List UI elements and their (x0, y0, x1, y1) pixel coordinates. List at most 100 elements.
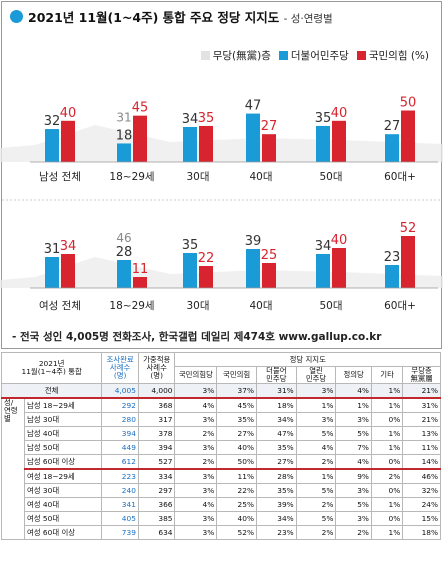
table-cell-value: 18% (402, 525, 441, 540)
category-label: 40대 (249, 300, 272, 312)
data-label-democratic: 35 (315, 111, 332, 126)
table-header-period: 2021년 11월(1~4주) 통합 (0, 352, 103, 384)
data-label-democratic: 34 (315, 239, 332, 254)
table-cell-label: 남성 40대 (23, 426, 103, 441)
table-cell-value: 1% (370, 426, 404, 441)
table-cell-completed: 4,005 (101, 383, 139, 399)
table-cell-weighted: 378 (137, 426, 176, 441)
table-cell-value: 3% (174, 468, 218, 484)
table-row: 남성 30대 280 317 3% 35% 34% 3% 3% 0% 21% (2, 412, 441, 427)
bar-ppp (262, 134, 276, 162)
table-cell-weighted: 394 (137, 440, 176, 455)
data-label-democratic: 23 (384, 250, 401, 265)
data-label-democratic: 39 (245, 234, 262, 249)
category-label: 50대 (319, 300, 342, 312)
table-cell-value: 5% (335, 497, 372, 512)
table-cell-completed: 223 (101, 468, 139, 484)
table-cell-value: 4% (335, 383, 372, 399)
table-header-party: 열린 민주당 (295, 366, 337, 384)
bar-democratic (183, 126, 197, 162)
legend-swatch-icon (278, 51, 288, 60)
data-label-ppp: 35 (198, 111, 215, 126)
table-cell-value: 40% (216, 440, 257, 455)
table-row: 여성 30대 240 297 3% 22% 35% 5% 3% 0% 32% (2, 483, 441, 498)
table-cell-value: 5% (295, 483, 337, 498)
table-cell-weighted: 334 (137, 468, 176, 484)
table-cell-value: 1% (370, 497, 404, 512)
category-label: 남성 전체 (39, 171, 81, 183)
bar-democratic (183, 253, 197, 288)
table-cell-value: 1% (370, 383, 404, 399)
table-cell-value: 31% (255, 383, 297, 399)
table-cell-value: 2% (295, 497, 337, 512)
data-label-democratic: 28 (116, 245, 133, 260)
table-cell-value: 39% (255, 497, 297, 512)
table-cell-completed: 739 (101, 525, 139, 540)
table-cell-value: 3% (335, 511, 372, 526)
table-cell-value: 3% (335, 412, 372, 427)
bar-ppp (133, 277, 147, 288)
table-header-party: 정의당 (335, 366, 372, 384)
data-label-ppp: 40 (60, 106, 77, 121)
table-cell-value: 1% (370, 397, 404, 413)
table-cell-completed: 394 (101, 426, 139, 441)
table-row: 여성 60대 이상 739 634 3% 52% 23% 2% 2% 1% 18% (2, 525, 441, 540)
table-cell-label: 여성 30대 (23, 483, 103, 498)
bar-ppp (199, 266, 213, 288)
legend-item-democratic: 더불어민주당 (278, 48, 349, 63)
data-label-ppp: 40 (331, 233, 348, 248)
chart-legend: 무당(無黨)층 더불어민주당 국민의힘 (%) (200, 48, 429, 63)
bar-ppp (199, 125, 213, 162)
table-cell-value: 46% (402, 468, 441, 484)
table-row: 여성 18~29세 223 334 3% 11% 28% 1% 9% 2% 46% (2, 468, 441, 484)
data-label-ppp: 27 (261, 119, 278, 134)
category-label: 18~29세 (109, 300, 154, 312)
data-label-ppp: 34 (60, 239, 77, 254)
table-row: 전체 4,005 4,000 3% 37% 31% 3% 4% 1% 21% (0, 383, 441, 399)
table-cell-value: 21% (402, 412, 441, 427)
table-cell-completed: 292 (101, 397, 139, 413)
table-cell-value: 1% (295, 468, 337, 484)
table-header-party: 더불어 민주당 (255, 366, 297, 384)
table-cell-value: 22% (216, 483, 257, 498)
table-cell-value: 24% (402, 497, 441, 512)
data-label-ppp: 40 (331, 106, 348, 121)
table-cell-label: 여성 60대 이상 (23, 525, 103, 540)
data-label-democratic: 27 (384, 119, 401, 134)
table-header-party: 무당층 無黨層 (402, 366, 441, 384)
table-row: 여성 40대 341 366 4% 25% 39% 2% 5% 1% 24% (2, 497, 441, 512)
table-cell-value: 25% (216, 497, 257, 512)
bar-democratic (385, 134, 399, 162)
data-label-ppp: 25 (261, 248, 278, 263)
bar-democratic (385, 265, 399, 288)
table-cell-value: 2% (335, 525, 372, 540)
table-cell-value: 0% (370, 454, 404, 470)
table-cell-value: 7% (335, 440, 372, 455)
table-cell-value: 1% (295, 397, 337, 413)
chart-frame: 2021년 11월(1~4주) 통합 주요 정당 지지도 - 성·연령별 무당(… (1, 1, 442, 349)
data-label-unaffiliated: 31 (116, 110, 131, 124)
legend-item-ppp: 국민의힘 (%) (356, 48, 429, 63)
data-label-democratic: 18 (116, 128, 133, 143)
data-label-ppp: 52 (400, 221, 417, 236)
bar-democratic (246, 249, 260, 288)
table-cell-label: 여성 50대 (23, 511, 103, 526)
table-cell-value: 28% (255, 468, 297, 484)
data-label-ppp: 11 (132, 262, 149, 277)
table-cell-value: 34% (255, 511, 297, 526)
table-cell-value: 4% (335, 454, 372, 470)
table-cell-label: 여성 40대 (23, 497, 103, 512)
bar-ppp (262, 263, 276, 288)
table-cell-label: 남성 50대 (23, 440, 103, 455)
table-cell-label: 남성 30대 (23, 412, 103, 427)
table-cell-value: 9% (335, 468, 372, 484)
category-label: 18~29세 (109, 171, 154, 183)
bar-ppp (401, 236, 415, 288)
table-cell-label: 전체 (0, 383, 103, 399)
chart-title-text: 2021년 11월(1~4주) 통합 주요 정당 지지도 (28, 10, 280, 25)
table-cell-completed: 280 (101, 412, 139, 427)
table-cell-weighted: 368 (137, 397, 176, 413)
table-cell-value: 3% (174, 525, 218, 540)
category-label: 50대 (319, 171, 342, 183)
table-cell-completed: 341 (101, 497, 139, 512)
